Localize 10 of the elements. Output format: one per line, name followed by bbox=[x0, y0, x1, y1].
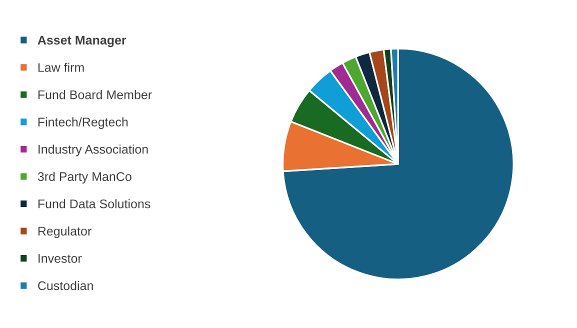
legend-label: Asset Manager bbox=[38, 36, 126, 48]
legend-label: Industry Association bbox=[38, 144, 148, 156]
legend-label: Fund Data Solutions bbox=[38, 199, 150, 208]
legend-label: Fintech/Regtech bbox=[38, 117, 128, 129]
legend-label: Regulator bbox=[38, 226, 92, 238]
legend-label: Fund Board Member bbox=[38, 90, 152, 100]
legend-label: Law firm bbox=[38, 62, 84, 72]
legend-label: Investor bbox=[38, 254, 82, 263]
legend-label: Custodian bbox=[38, 280, 93, 290]
legend-label: 3rd Party ManCo bbox=[38, 172, 132, 184]
